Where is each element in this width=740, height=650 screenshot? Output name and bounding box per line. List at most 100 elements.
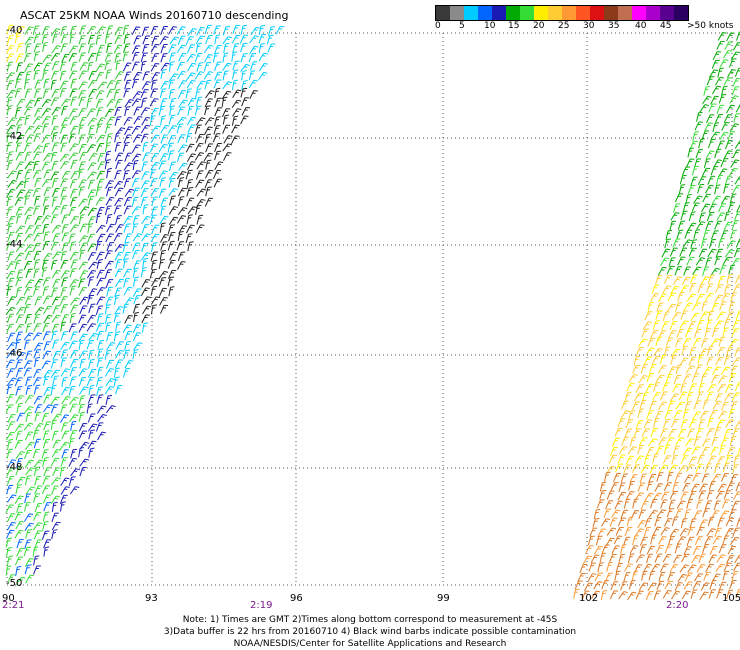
wind-barb: [52, 375, 59, 386]
wind-barb: [672, 445, 680, 456]
wind-barb: [86, 108, 96, 117]
wind-barb: [70, 468, 80, 477]
wind-barb: [41, 99, 52, 108]
wind-barb: [25, 134, 35, 143]
wind-barb: [6, 105, 13, 116]
wind-barb: [178, 99, 188, 108]
wind-barb: [728, 167, 739, 176]
wind-barb: [735, 482, 740, 492]
wind-barb: [52, 413, 62, 422]
wind-barb: [123, 205, 132, 215]
wind-barb: [69, 430, 78, 440]
wind-barb: [69, 108, 78, 117]
wind-barb: [6, 529, 15, 539]
legend-swatch: [548, 6, 562, 20]
wind-barb: [668, 257, 676, 267]
wind-barb: [677, 256, 686, 266]
wind-barb: [51, 521, 61, 531]
wind-barb: [673, 410, 683, 419]
wind-barb: [656, 302, 664, 312]
wind-barb: [696, 221, 706, 230]
wind-barb: [33, 565, 41, 575]
wind-barb: [95, 305, 104, 315]
wind-barb: [646, 447, 655, 457]
wind-barb: [86, 376, 95, 386]
wind-barb: [141, 233, 151, 242]
wind-barb: [601, 544, 610, 554]
wind-barb: [151, 224, 160, 234]
wind-barb: [78, 43, 86, 53]
wind-barb: [158, 105, 166, 116]
wind-barb: [25, 384, 33, 395]
wind-barb: [70, 78, 77, 89]
wind-barb: [676, 500, 686, 509]
wind-barb: [25, 412, 32, 422]
wind-barb: [97, 431, 106, 441]
wind-barb: [203, 61, 211, 72]
wind-barb: [33, 259, 41, 270]
wind-barb: [725, 347, 733, 357]
wind-barb: [734, 176, 740, 185]
wind-barb: [704, 536, 713, 545]
wind-barb: [158, 287, 167, 297]
wind-barb: [167, 276, 175, 287]
wind-barb: [105, 196, 115, 206]
wind-barb: [104, 304, 111, 315]
wind-barb: [23, 501, 31, 512]
wind-barb: [96, 107, 104, 117]
wind-barb: [231, 115, 239, 126]
wind-barb: [214, 142, 222, 153]
wind-barb: [96, 296, 105, 306]
wind-barb: [124, 79, 132, 90]
wind-barb: [68, 53, 77, 62]
wind-barb: [594, 545, 604, 555]
wind-barb: [688, 490, 697, 501]
wind-barb: [33, 33, 41, 44]
wind-barb: [41, 116, 51, 125]
legend-swatch: [632, 6, 646, 20]
wind-barb: [187, 44, 196, 54]
wind-barb: [240, 42, 248, 53]
wind-barb: [114, 79, 122, 90]
wind-barb: [695, 257, 706, 266]
wind-barb: [730, 401, 738, 411]
wind-barb: [666, 265, 675, 275]
note-line-1: Note: 1) Times are GMT 2)Times along bot…: [182, 615, 558, 625]
wind-barb: [24, 207, 34, 216]
wind-barb: [69, 241, 77, 252]
wind-barb: [712, 535, 722, 545]
wind-barb: [104, 368, 114, 377]
wind-barb: [70, 96, 78, 107]
wind-barb: [669, 490, 679, 500]
wind-barb: [701, 203, 711, 212]
legend-swatch: [464, 6, 478, 20]
wind-barb: [725, 527, 734, 537]
wind-barb: [78, 278, 86, 288]
wind-barb: [115, 341, 125, 350]
wind-barb: [662, 382, 670, 392]
wind-barb: [123, 62, 132, 72]
wind-barb: [33, 43, 42, 53]
wind-barb: [5, 504, 14, 514]
wind-barb: [42, 41, 49, 53]
wind-barb: [151, 72, 161, 81]
wind-barb: [611, 509, 621, 518]
wind-barb: [618, 482, 626, 493]
wind-barb: [59, 70, 67, 81]
wind-barb: [25, 376, 32, 387]
wind-barb: [731, 220, 740, 230]
wind-barb: [24, 459, 34, 469]
wind-barb: [647, 438, 658, 447]
wind-barb: [669, 247, 678, 257]
wind-barb: [79, 358, 86, 369]
wind-barb: [670, 212, 680, 221]
wind-barb: [735, 310, 740, 320]
wind-barb: [593, 581, 603, 590]
wind-barb: [715, 490, 725, 500]
wind-barb: [717, 383, 727, 393]
wind-barb: [69, 312, 76, 324]
wind-barb: [34, 404, 43, 414]
wind-barb: [88, 125, 95, 136]
wind-barb: [618, 591, 628, 600]
wind-barb: [670, 285, 680, 295]
